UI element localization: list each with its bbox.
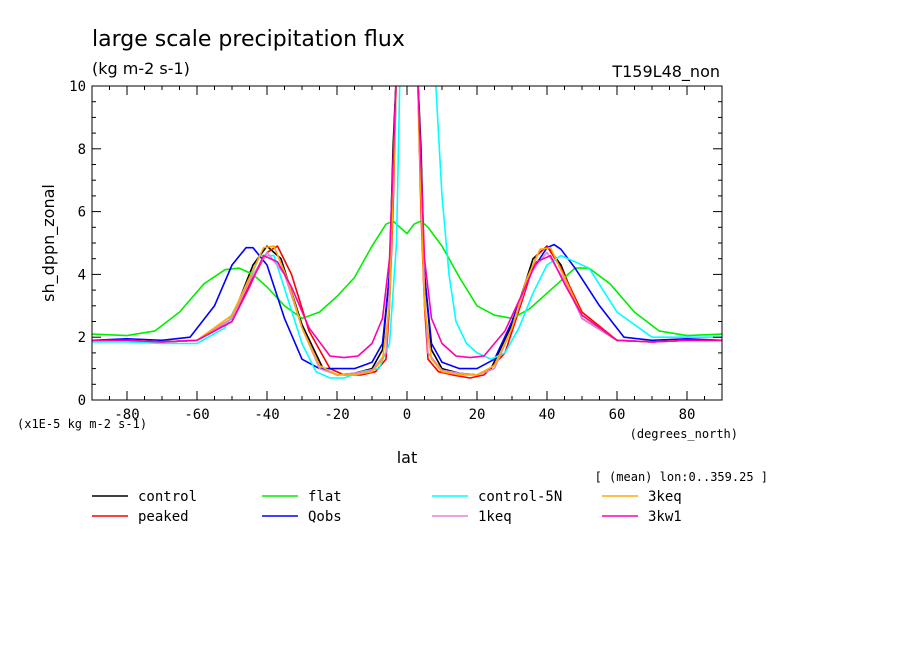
legend-label: 3kw1 xyxy=(648,509,682,525)
legend-label: control-5N xyxy=(478,489,562,505)
series-line-control-5n xyxy=(92,86,722,379)
x-tick-label: 80 xyxy=(679,407,696,423)
series-line-3kw1 xyxy=(92,86,722,359)
series-layer xyxy=(92,86,722,379)
y-tick-label: 8 xyxy=(78,142,86,158)
series-line-qobs xyxy=(92,86,722,370)
x-axis-label: lat xyxy=(397,448,418,467)
series-line-peaked xyxy=(92,86,722,379)
y-tick-label: 10 xyxy=(69,79,86,95)
series-line-1keq xyxy=(92,86,722,376)
series-line-3keq xyxy=(92,86,722,376)
series-line-control xyxy=(92,86,722,376)
x-tick-label: -40 xyxy=(254,407,279,423)
x-tick-label: 0 xyxy=(403,407,411,423)
plot-frame xyxy=(91,85,723,401)
x-tick-label: 60 xyxy=(609,407,626,423)
series-line-flat xyxy=(92,220,722,337)
y-tick-label: 2 xyxy=(78,330,86,346)
x-tick-label: 20 xyxy=(469,407,486,423)
run-label: T159L48_non xyxy=(611,62,720,82)
y-tick-label: 6 xyxy=(78,205,86,221)
chart-title: large scale precipitation flux xyxy=(92,27,405,52)
x-tick-label: -80 xyxy=(114,407,139,423)
x-units-label: (degrees_north) xyxy=(630,427,738,441)
y-tick-label: 4 xyxy=(78,267,86,283)
y-scale-note: (x1E-5 kg m-2 s-1) xyxy=(17,417,147,431)
x-tick-label: -60 xyxy=(184,407,209,423)
y-axis-label: sh_dppn_zonal xyxy=(39,184,59,302)
legend-label: peaked xyxy=(138,509,189,525)
y-tick-label: 0 xyxy=(78,393,86,409)
legend-label: 3keq xyxy=(648,489,682,505)
chart-subtitle: (kg m-2 s-1) xyxy=(92,59,190,78)
x-tick-label: 40 xyxy=(539,407,556,423)
tick-layer: -80 -60 -40 -20 0 20 40 60 80 0 2 4 6 8 10 xyxy=(69,79,723,423)
legend-label: 1keq xyxy=(478,509,512,525)
legend: control peaked flat Qobs control-5N 1keq 3keq 3… xyxy=(92,489,682,525)
legend-label: Qobs xyxy=(308,509,342,525)
mean-note: [ (mean) lon:0..359.25 ] xyxy=(595,470,768,484)
x-tick-label: -20 xyxy=(324,407,349,423)
legend-label: flat xyxy=(308,489,342,505)
legend-label: control xyxy=(138,489,197,505)
